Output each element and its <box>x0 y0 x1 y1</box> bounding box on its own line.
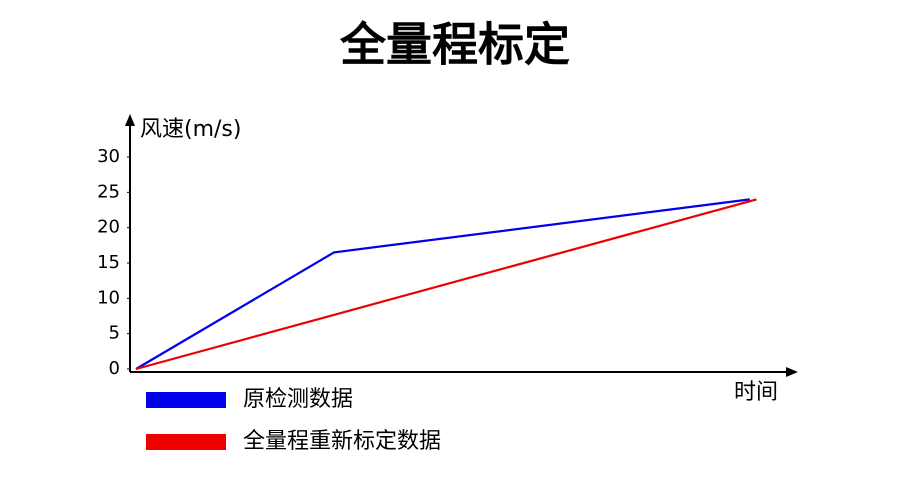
y-tick-label: 0 <box>109 358 120 379</box>
x-axis-arrow <box>786 367 798 377</box>
y-tick-label: 5 <box>109 323 120 344</box>
data-line <box>135 198 750 370</box>
x-axis-label: 时间 <box>734 380 778 405</box>
y-axis-arrow <box>125 114 135 126</box>
legend-label: 原检测数据 <box>243 387 353 412</box>
legend-swatch <box>146 434 226 450</box>
y-tick-label: 20 <box>97 217 120 238</box>
y-axis-label: 风速(m/s) <box>140 117 241 142</box>
legend-label: 全量程重新标定数据 <box>243 429 441 454</box>
legend-swatch <box>146 392 226 408</box>
y-tick-label: 15 <box>97 252 120 273</box>
y-tick-label: 30 <box>97 146 120 167</box>
y-tick-label: 25 <box>97 181 120 202</box>
data-line <box>135 198 757 371</box>
chart-title: 全量程标定 <box>339 18 570 72</box>
y-tick-label: 10 <box>97 287 120 308</box>
